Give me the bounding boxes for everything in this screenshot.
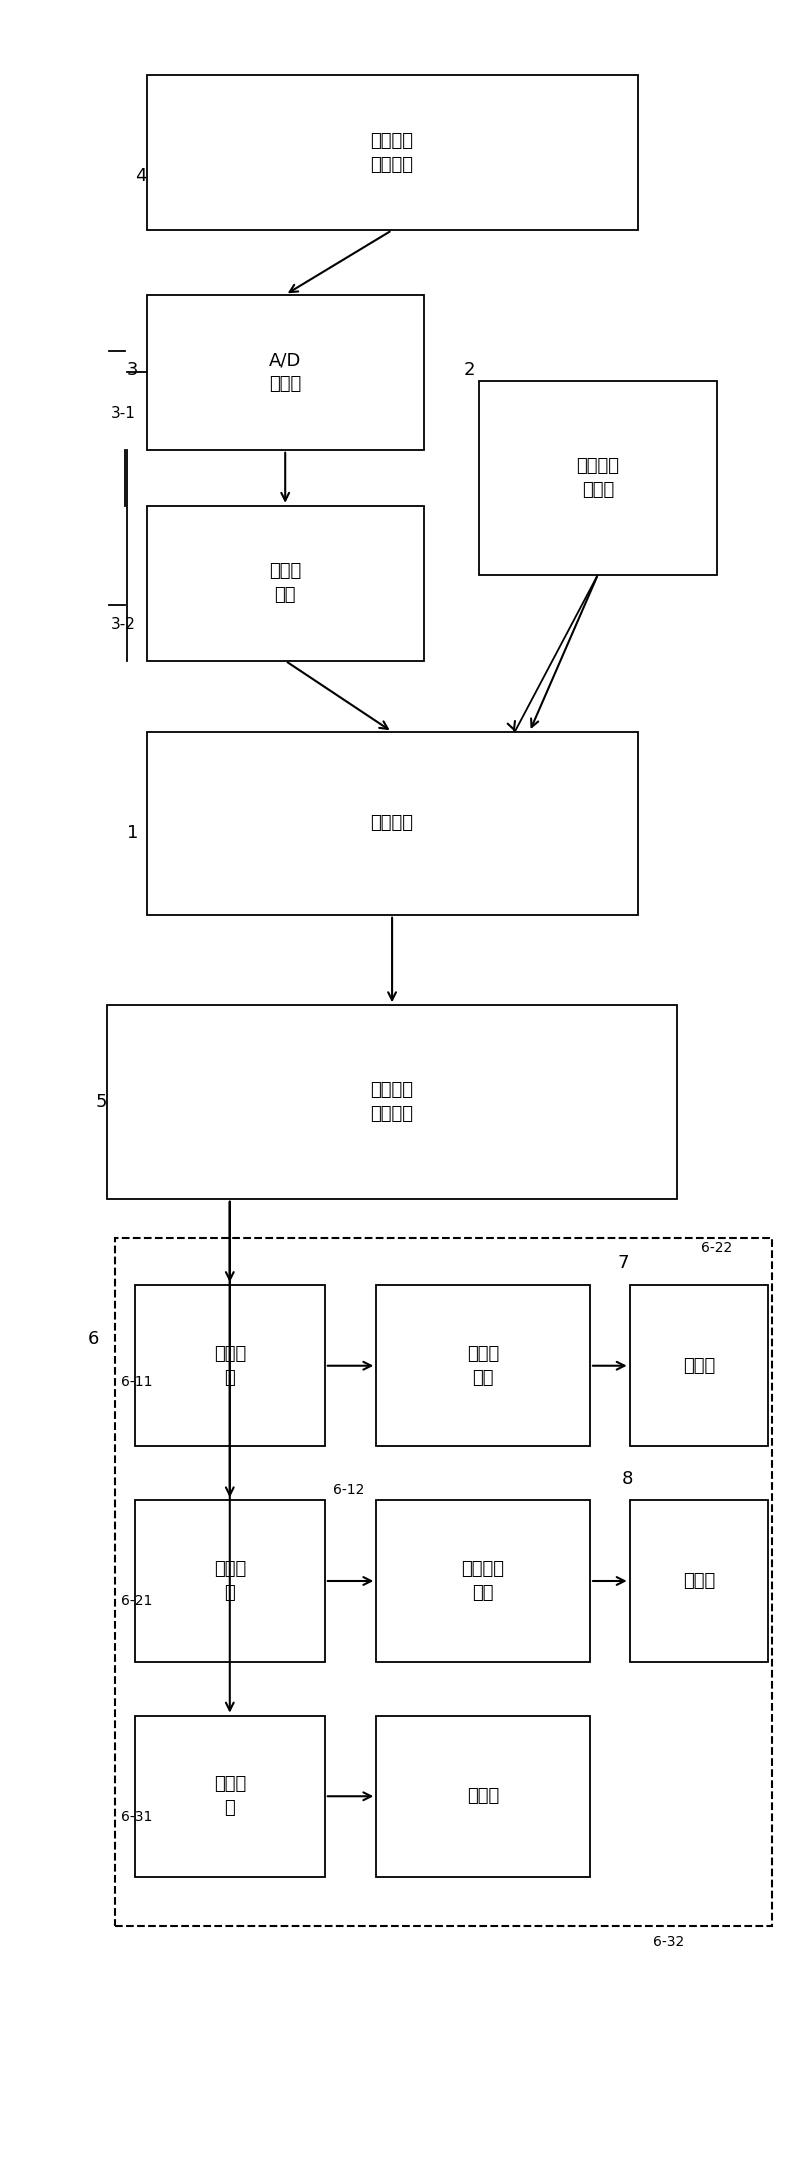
- Text: 驾驶员操
纵信号器: 驾驶员操 纵信号器: [370, 132, 414, 173]
- Text: 主控制器: 主控制器: [370, 815, 414, 832]
- Bar: [134, 1286, 325, 1446]
- Bar: [146, 733, 638, 914]
- Text: 6: 6: [87, 1329, 98, 1348]
- Text: 电磁圈
二: 电磁圈 二: [214, 1560, 246, 1601]
- Bar: [376, 1716, 590, 1878]
- Bar: [146, 294, 424, 449]
- Bar: [146, 76, 638, 231]
- Text: 离合器: 离合器: [682, 1571, 715, 1590]
- Text: 换挡动
作缸: 换挡动 作缸: [467, 1344, 499, 1387]
- Text: 温度检测
传感器: 温度检测 传感器: [577, 456, 619, 499]
- Text: 5: 5: [95, 1093, 106, 1111]
- Bar: [115, 1238, 772, 1925]
- Text: 4: 4: [134, 166, 146, 186]
- Bar: [146, 506, 424, 661]
- Bar: [376, 1500, 590, 1662]
- Text: 电磁圈
一: 电磁圈 一: [214, 1344, 246, 1387]
- Text: 6-11: 6-11: [122, 1374, 153, 1390]
- Bar: [630, 1500, 768, 1662]
- Text: 开关量控
制输出器: 开关量控 制输出器: [370, 1080, 414, 1124]
- Text: 6-31: 6-31: [122, 1809, 153, 1824]
- Text: 数字滤
波器: 数字滤 波器: [269, 562, 302, 605]
- Text: 6-12: 6-12: [333, 1482, 364, 1498]
- Text: 3-2: 3-2: [111, 616, 136, 631]
- Text: 2: 2: [463, 361, 475, 378]
- Text: 1: 1: [127, 823, 138, 843]
- Text: 变速箱: 变速箱: [682, 1357, 715, 1374]
- Bar: [107, 1005, 677, 1199]
- Text: 泵继电
器: 泵继电 器: [214, 1776, 246, 1817]
- Text: 6-32: 6-32: [654, 1934, 685, 1949]
- Text: A/D
转换器: A/D 转换器: [269, 352, 302, 393]
- Text: 3-1: 3-1: [111, 406, 136, 421]
- Bar: [134, 1716, 325, 1878]
- Text: 6-21: 6-21: [122, 1595, 153, 1608]
- Bar: [376, 1286, 590, 1446]
- Text: 6-22: 6-22: [701, 1240, 732, 1256]
- Bar: [630, 1286, 768, 1446]
- Text: 7: 7: [618, 1256, 630, 1273]
- Bar: [134, 1500, 325, 1662]
- Text: 液压泵: 液压泵: [467, 1787, 499, 1804]
- Text: 离合器动
作缸: 离合器动 作缸: [462, 1560, 505, 1601]
- Text: 3: 3: [127, 361, 138, 378]
- Text: 8: 8: [622, 1469, 633, 1487]
- Bar: [479, 380, 717, 575]
